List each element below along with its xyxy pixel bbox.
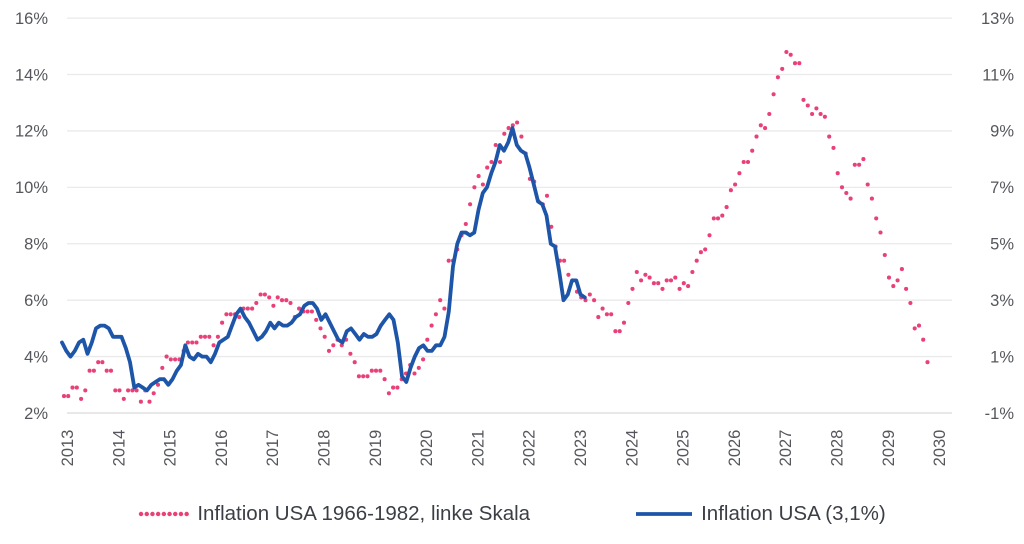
x-axis-label: 2015 [162, 430, 180, 467]
x-axis-label: 2029 [880, 430, 898, 467]
y-axis-label-left: 4% [24, 348, 48, 366]
y-axis-label-right: 9% [990, 123, 1014, 141]
x-axis-label: 2026 [726, 430, 744, 467]
series-dotted-1966-1982 [61, 49, 930, 404]
x-axis-label: 2013 [59, 430, 77, 467]
x-axis-label: 2019 [367, 430, 385, 467]
y-axis-label-right: 13% [981, 10, 1014, 28]
y-axis-label-left: 6% [24, 292, 48, 310]
x-axis-label: 2027 [777, 430, 795, 467]
y-axis-label-right: 1% [990, 348, 1014, 366]
y-axis-label-right: 5% [990, 236, 1014, 254]
y-axis-label-left: 2% [24, 405, 48, 423]
legend-label-1966-1982: Inflation USA 1966-1982, linke Skala [197, 502, 531, 525]
x-axis-label: 2023 [572, 430, 590, 467]
x-axis-label: 2022 [521, 430, 539, 467]
x-axis-label: 2025 [675, 430, 693, 467]
x-axis-label: 2017 [264, 430, 282, 467]
x-axis-label: 2024 [623, 430, 641, 467]
y-axis-label-right: 7% [990, 179, 1014, 197]
series-solid-current [60, 126, 587, 393]
y-axis-label-right: 11% [982, 66, 1014, 84]
solid-line-sample [636, 512, 693, 516]
legend-label-current: Inflation USA (3,1%) [701, 502, 886, 525]
dotted-line-sample [139, 511, 190, 517]
y-axis-label-right: 3% [990, 292, 1014, 310]
x-axis-label: 2030 [931, 430, 949, 467]
x-axis-label: 2016 [213, 430, 231, 467]
x-axis-label: 2014 [110, 430, 128, 467]
chart-legend: Inflation USA 1966-1982, linke Skala Inf… [0, 502, 1024, 526]
x-axis-label: 2021 [469, 430, 487, 467]
legend-item-1966-1982: Inflation USA 1966-1982, linke Skala [138, 502, 530, 526]
y-axis-label-left: 12% [15, 123, 48, 141]
y-axis-label-left: 16% [15, 10, 48, 28]
x-axis-label: 2020 [418, 430, 436, 467]
legend-item-current: Inflation USA (3,1%) [634, 502, 886, 526]
x-axis-label: 2028 [829, 430, 847, 467]
y-axis-label-left: 10% [15, 179, 48, 197]
y-axis-label-left: 14% [15, 66, 48, 84]
x-axis-label: 2018 [316, 430, 334, 467]
y-axis-label-right: -1% [985, 405, 1015, 423]
y-axis-label-left: 8% [24, 236, 48, 254]
